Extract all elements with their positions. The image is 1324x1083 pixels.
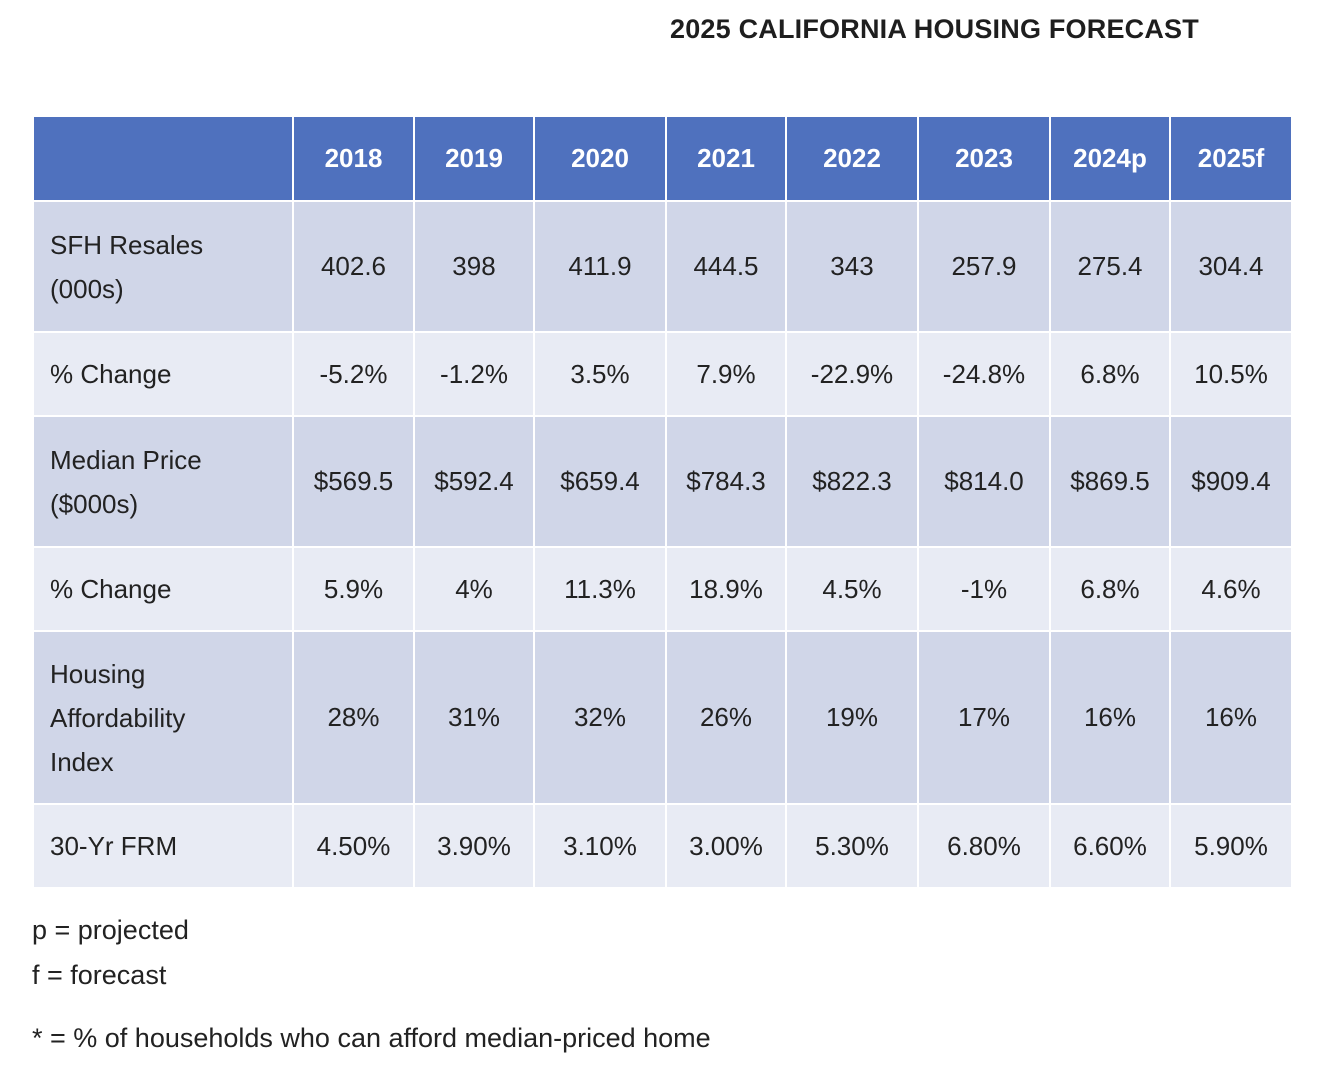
header-cell-year: 2018 <box>292 115 415 202</box>
table-row-price-change: % Change 5.9% 4% 11.3% 18.9% 4.5% -1% 6.… <box>32 546 1293 632</box>
row-label: % Change <box>32 331 294 417</box>
table-cell: 402.6 <box>292 200 415 333</box>
table-cell: 10.5% <box>1169 331 1293 417</box>
table-cell: 4.6% <box>1169 546 1293 632</box>
header-cell-year: 2019 <box>413 115 535 202</box>
table-cell: 5.9% <box>292 546 415 632</box>
row-label-line: 30-Yr FRM <box>50 831 178 861</box>
row-label-line: Housing <box>50 658 146 689</box>
table-cell: 31% <box>413 630 535 805</box>
table-cell: 26% <box>665 630 787 805</box>
table-cell: 4% <box>413 546 535 632</box>
table-cell: 17% <box>917 630 1051 805</box>
footnote-forecast: f = forecast <box>32 960 167 990</box>
table-cell: 7.9% <box>665 331 787 417</box>
table-cell: -24.8% <box>917 331 1051 417</box>
table-cell: 4.50% <box>292 803 415 889</box>
table-cell: 6.60% <box>1049 803 1171 889</box>
page-title: 2025 CALIFORNIA HOUSING FORECAST <box>670 14 1199 44</box>
table-cell: 343 <box>785 200 919 333</box>
footnotes: p = projected f = forecast * = % of hous… <box>32 908 711 1061</box>
table-cell: $592.4 <box>413 415 535 548</box>
table-cell: 6.80% <box>917 803 1051 889</box>
table-cell: -1% <box>917 546 1051 632</box>
footnote-projected: p = projected <box>32 915 189 945</box>
table-cell: 16% <box>1169 630 1293 805</box>
table-cell: 275.4 <box>1049 200 1171 333</box>
table-cell: 6.8% <box>1049 546 1171 632</box>
header-cell-year: 2020 <box>533 115 667 202</box>
row-label-line: % Change <box>50 359 172 389</box>
row-label-line: (000s) <box>50 273 124 304</box>
table-row-sales-change: % Change -5.2% -1.2% 3.5% 7.9% -22.9% -2… <box>32 331 1293 417</box>
table-cell: 11.3% <box>533 546 667 632</box>
row-label: Median Price ($000s) <box>32 415 294 548</box>
table-cell: 3.5% <box>533 331 667 417</box>
footnote-spacer <box>32 998 711 1016</box>
row-label-line: Median Price <box>50 444 202 475</box>
table-cell: $822.3 <box>785 415 919 548</box>
table-cell: -1.2% <box>413 331 535 417</box>
table-cell: 304.4 <box>1169 200 1293 333</box>
forecast-table: 2018 2019 2020 2021 2022 2023 2024p 2025… <box>32 115 1293 889</box>
header-cell-year: 2023 <box>917 115 1051 202</box>
table-cell: 5.30% <box>785 803 919 889</box>
table-row-sfh-resales: SFH Resales (000s) 402.6 398 411.9 444.5… <box>32 200 1293 333</box>
row-label-line: ($000s) <box>50 488 139 519</box>
row-label-line: Index <box>50 746 114 777</box>
row-label: 30-Yr FRM <box>32 803 294 889</box>
row-label: % Change <box>32 546 294 632</box>
header-cell-year: 2021 <box>665 115 787 202</box>
table-row-30yr-frm: 30-Yr FRM 4.50% 3.90% 3.10% 3.00% 5.30% … <box>32 803 1293 889</box>
row-label-line: % Change <box>50 574 172 604</box>
table-cell: 398 <box>413 200 535 333</box>
table-cell: 3.90% <box>413 803 535 889</box>
row-label-line: SFH Resales <box>50 229 204 260</box>
table-row-affordability-index: Housing Affordability Index 28% 31% 32% … <box>32 630 1293 805</box>
table-cell: -5.2% <box>292 331 415 417</box>
table-cell: $659.4 <box>533 415 667 548</box>
table-cell: 257.9 <box>917 200 1051 333</box>
table-cell: $569.5 <box>292 415 415 548</box>
table-cell: 3.10% <box>533 803 667 889</box>
footnote-asterisk: * = % of households who can afford media… <box>32 1023 711 1053</box>
table-cell: $909.4 <box>1169 415 1293 548</box>
table-cell: $869.5 <box>1049 415 1171 548</box>
row-label-line: Affordability <box>50 702 186 733</box>
table-cell: 6.8% <box>1049 331 1171 417</box>
header-cell-empty <box>32 115 294 202</box>
table-cell: 18.9% <box>665 546 787 632</box>
table-header-row: 2018 2019 2020 2021 2022 2023 2024p 2025… <box>32 115 1293 202</box>
row-label: SFH Resales (000s) <box>32 200 294 333</box>
table-cell: 32% <box>533 630 667 805</box>
table-cell: 444.5 <box>665 200 787 333</box>
header-cell-year: 2025f <box>1169 115 1293 202</box>
table-cell: 3.00% <box>665 803 787 889</box>
table-cell: 4.5% <box>785 546 919 632</box>
table-cell: -22.9% <box>785 331 919 417</box>
table-row-median-price: Median Price ($000s) $569.5 $592.4 $659.… <box>32 415 1293 548</box>
table-cell: 16% <box>1049 630 1171 805</box>
table-cell: $814.0 <box>917 415 1051 548</box>
row-label: Housing Affordability Index <box>32 630 294 805</box>
header-cell-year: 2024p <box>1049 115 1171 202</box>
table-cell: $784.3 <box>665 415 787 548</box>
table-cell: 411.9 <box>533 200 667 333</box>
header-cell-year: 2022 <box>785 115 919 202</box>
table-cell: 28% <box>292 630 415 805</box>
table-cell: 19% <box>785 630 919 805</box>
table-cell: 5.90% <box>1169 803 1293 889</box>
